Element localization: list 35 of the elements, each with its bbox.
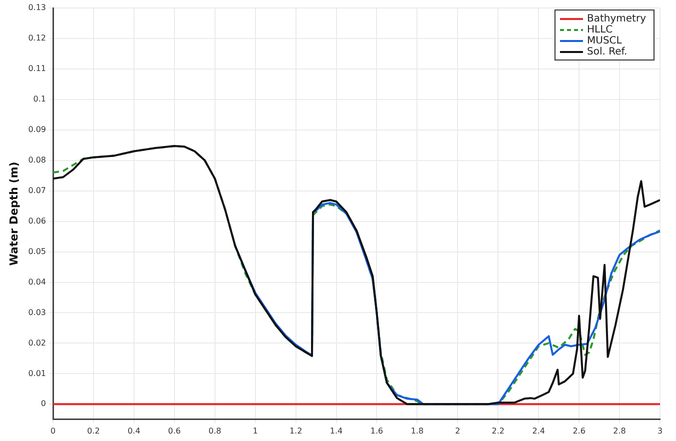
legend-label: MUSCL: [586, 36, 622, 47]
y-tick-label: 0.04: [28, 277, 46, 286]
y-tick-label: 0.05: [28, 246, 46, 256]
x-tick-label: 1.2: [289, 426, 302, 436]
x-tick-label: 1.8: [410, 426, 424, 436]
y-tick-label: 0.03: [28, 308, 46, 317]
x-tick-label: 0: [50, 426, 56, 436]
y-tick-label: 0.09: [28, 124, 46, 134]
y-tick-label: 0.08: [28, 155, 46, 164]
y-tick-label: 0.07: [28, 186, 46, 195]
y-tick-label: 0.13: [28, 3, 46, 12]
x-tick-label: 2.8: [613, 426, 626, 436]
x-tick-label: 2.4: [532, 426, 545, 436]
x-tick-label: 2.6: [572, 426, 586, 436]
x-tick-label: 0.4: [128, 426, 140, 436]
x-tick-label: 1: [252, 426, 258, 436]
x-tick-label: 1.6: [370, 426, 384, 436]
y-tick-label: 0.06: [28, 216, 46, 226]
x-tick-label: 2.2: [492, 426, 505, 436]
y-tick-label: 0: [40, 399, 46, 408]
x-tick-label: 3: [657, 426, 663, 436]
y-tick-label: 0.11: [28, 64, 46, 74]
x-tick-label: 0.2: [87, 426, 100, 436]
legend-label: Sol. Ref.: [586, 46, 628, 58]
y-axis-title: Water Depth (m): [7, 162, 20, 266]
y-tick-label: 0.01: [28, 368, 46, 378]
x-tick-label: 0.8: [208, 426, 222, 436]
y-tick-label: 0.12: [28, 34, 46, 43]
x-tick-label: 0.6: [168, 426, 181, 436]
legend-label: HLLC: [586, 24, 613, 36]
x-tick-label: 1.4: [330, 426, 343, 436]
x-tick-label: 2: [455, 426, 460, 436]
legend-label: Bathymetry: [586, 14, 646, 25]
y-tick-label: 0.1: [33, 94, 46, 104]
y-tick-label: 0.02: [28, 338, 46, 348]
